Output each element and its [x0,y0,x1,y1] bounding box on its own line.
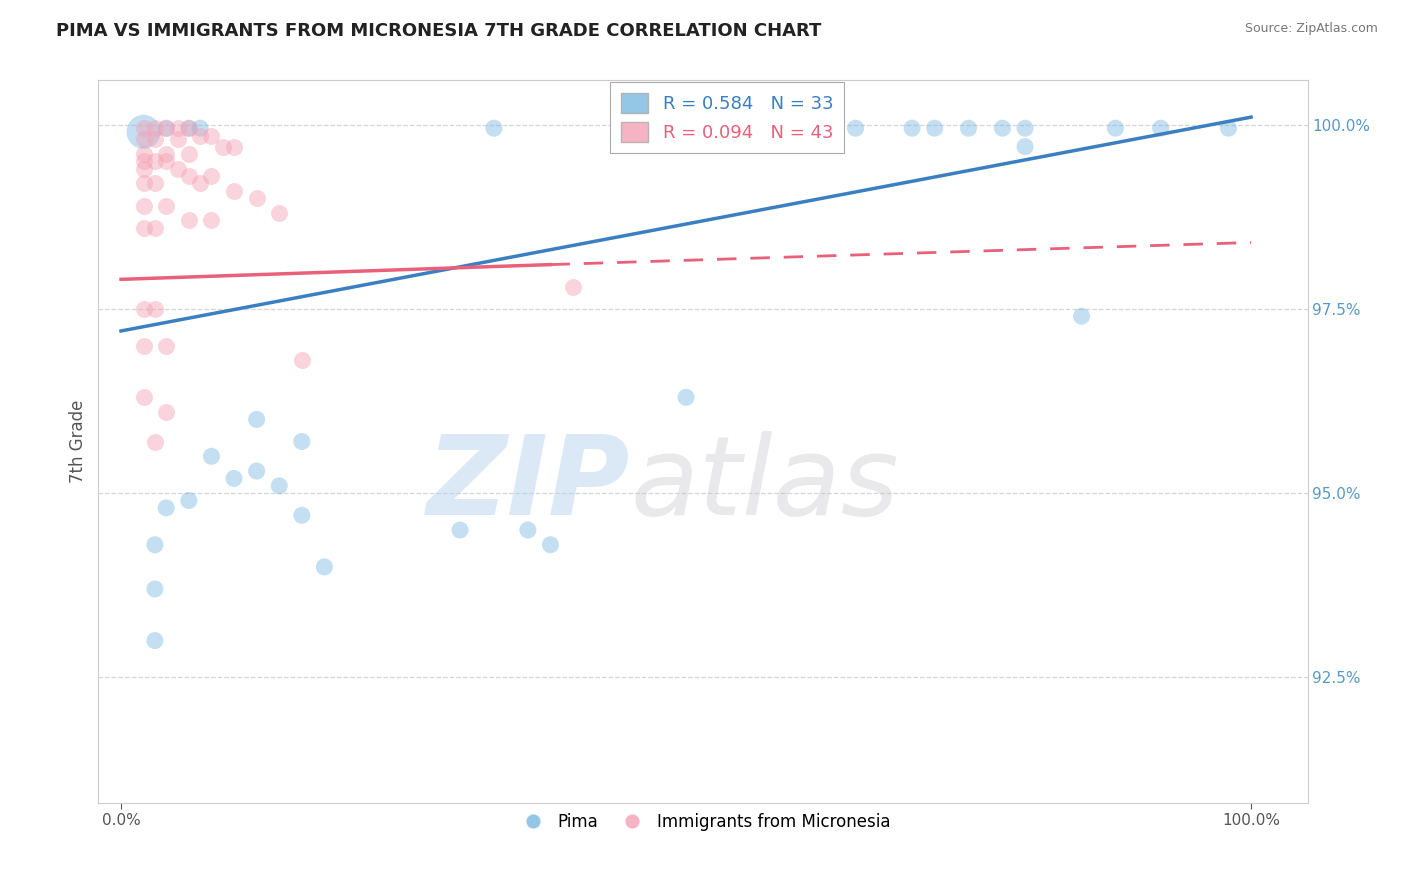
Point [132,199,155,213]
Point [269,479,291,493]
Y-axis label: 7th Grade: 7th Grade [69,400,87,483]
Text: ZIP: ZIP [427,432,630,539]
Point [222,139,245,153]
Point [143,132,166,146]
Point [177,147,200,161]
Point [222,184,245,198]
Point [845,121,868,136]
Point [188,177,211,191]
Point [143,538,166,552]
Point [222,471,245,485]
Point [924,121,946,136]
Point [132,177,155,191]
Point [155,154,177,169]
Point [1150,121,1173,136]
Point [132,220,155,235]
Point [143,177,166,191]
Point [132,390,155,404]
Point [991,121,1014,136]
Point [200,169,222,183]
Point [132,301,155,316]
Point [166,161,188,176]
Point [482,121,505,136]
Point [314,560,336,574]
Point [132,121,155,136]
Legend: Pima, Immigrants from Micronesia: Pima, Immigrants from Micronesia [509,806,897,838]
Point [132,132,155,146]
Point [200,450,222,464]
Point [166,132,188,146]
Point [155,121,177,136]
Point [291,353,314,368]
Point [291,434,314,449]
Point [155,121,177,136]
Point [269,206,291,220]
Point [957,121,980,136]
Point [516,523,538,537]
Point [143,633,166,648]
Point [177,121,200,136]
Point [1070,309,1092,323]
Point [188,121,211,136]
Point [291,508,314,523]
Point [132,125,155,139]
Point [200,213,222,227]
Point [901,121,924,136]
Point [538,538,561,552]
Point [1218,121,1240,136]
Point [246,464,269,478]
Point [246,191,269,205]
Point [143,434,166,449]
Point [1104,121,1126,136]
Point [177,169,200,183]
Point [155,405,177,419]
Point [155,500,177,515]
Point [143,582,166,596]
Text: Source: ZipAtlas.com: Source: ZipAtlas.com [1244,22,1378,36]
Point [1014,121,1036,136]
Point [132,161,155,176]
Text: atlas: atlas [630,432,898,539]
Point [155,147,177,161]
Text: PIMA VS IMMIGRANTS FROM MICRONESIA 7TH GRADE CORRELATION CHART: PIMA VS IMMIGRANTS FROM MICRONESIA 7TH G… [56,22,821,40]
Point [143,121,166,136]
Point [132,147,155,161]
Point [177,121,200,136]
Point [143,301,166,316]
Point [132,339,155,353]
Point [246,412,269,426]
Point [177,493,200,508]
Point [155,339,177,353]
Point [143,154,166,169]
Point [675,390,697,404]
Point [166,121,188,136]
Point [188,128,211,143]
Point [200,128,222,143]
Point [143,220,166,235]
Point [132,154,155,169]
Point [177,213,200,227]
Point [1014,139,1036,153]
Point [211,139,233,153]
Point [562,279,585,293]
Point [155,199,177,213]
Point [449,523,471,537]
